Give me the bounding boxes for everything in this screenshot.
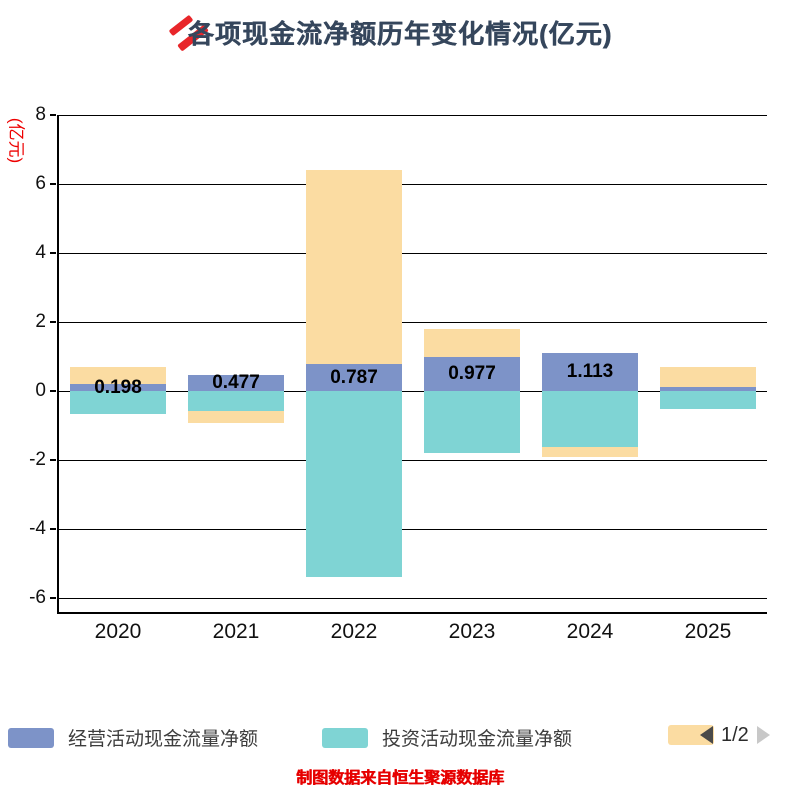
- y-axis-tick-mark: [50, 114, 56, 116]
- y-axis-tick-label: -4: [29, 518, 46, 540]
- bar-segment-series0-2023: [424, 357, 520, 392]
- y-axis-tick-label: 6: [35, 173, 46, 195]
- bar-segment-series2-2023: [424, 329, 520, 358]
- chart-title: 各项现金流净额历年变化情况(亿元): [187, 19, 613, 49]
- bar-segment-series1-2024: [542, 391, 638, 448]
- y-axis-tick-mark: [50, 252, 56, 255]
- bar-segment-series0-2022: [306, 363, 402, 392]
- x-axis-label: 2020: [94, 620, 142, 643]
- legend-item-operating[interactable]: 经营活动现金流量净额: [8, 724, 258, 750]
- gridline: [59, 184, 767, 186]
- gridline: [59, 598, 767, 600]
- bar-segment-series2-2025: [660, 366, 756, 388]
- bar-segment-series1-2023: [424, 391, 520, 454]
- bar-segment-series1-2022: [306, 391, 402, 578]
- x-axis-label: 2023: [448, 620, 496, 643]
- y-axis-tick-label: 8: [35, 104, 46, 125]
- x-axis-label: 2024: [566, 620, 614, 643]
- bar-segment-series2-2024: [542, 447, 638, 458]
- legend-swatch-operating: [8, 727, 54, 748]
- bar-segment-series0-2021: [188, 374, 284, 392]
- bar-value-label: 0.198: [94, 376, 142, 398]
- x-axis-label: 2021: [212, 620, 260, 643]
- y-axis-tick-mark: [50, 597, 56, 600]
- y-axis-tick-mark: [50, 459, 56, 462]
- bar-segment-series0-2025: [660, 387, 756, 392]
- y-axis-tick-label: 0: [35, 380, 46, 402]
- data-source-caption: 制图数据来自恒生聚源数据库: [295, 770, 504, 787]
- bar-value-label: 0.977: [448, 363, 496, 385]
- y-axis-tick-label: 4: [35, 242, 46, 264]
- bar-segment-series2-2022: [306, 169, 402, 364]
- bar-value-label: 0.477: [212, 371, 260, 393]
- page-indicator: 1/2: [721, 723, 749, 746]
- y-axis-tick-mark: [50, 390, 56, 393]
- x-axis-label: 2022: [330, 620, 378, 643]
- plot-area: 0.198 2020 0.477 2021 0.787 2022 0.977 2023 1.11…: [57, 115, 767, 643]
- legend-label-operating: 经营活动现金流量净额: [68, 729, 259, 750]
- gridline: [59, 460, 767, 462]
- y-axis-tick-label: -6: [29, 587, 46, 609]
- y-axis-tick-mark: [50, 183, 56, 186]
- y-axis-tick-label: 2: [35, 311, 46, 333]
- legend-label-investing: 投资活动现金流量净额: [382, 729, 573, 750]
- bar-segment-series1-2025: [660, 391, 756, 410]
- gridline: [59, 253, 767, 255]
- gridline: [59, 391, 767, 393]
- bar-segment-series0-2024: [542, 352, 638, 392]
- next-page-icon[interactable]: [756, 726, 770, 744]
- legend-swatch-investing: [322, 727, 368, 748]
- gridline: [59, 529, 767, 531]
- bar-segment-series0-2020: [70, 384, 166, 392]
- bar-segment-series2-2020: [70, 367, 166, 385]
- bar-value-label: 1.113: [566, 360, 614, 382]
- y-axis-tick-label: -2: [29, 449, 46, 471]
- legend-pagination: 1/2: [700, 724, 770, 746]
- gridline: [59, 115, 767, 116]
- legend-item-investing[interactable]: 投资活动现金流量净额: [322, 724, 572, 750]
- bar-segment-series1-2021: [188, 391, 284, 412]
- y-axis-tick-mark: [50, 321, 56, 324]
- bar-segment-series1-2020: [70, 391, 166, 415]
- x-axis-label: 2025: [684, 620, 732, 643]
- y-axis-tick-mark: [50, 528, 56, 531]
- gridline: [59, 322, 767, 324]
- bar-value-label: 0.787: [330, 366, 378, 388]
- bar-segment-series2-2021: [188, 411, 284, 424]
- prev-page-icon[interactable]: [700, 726, 713, 744]
